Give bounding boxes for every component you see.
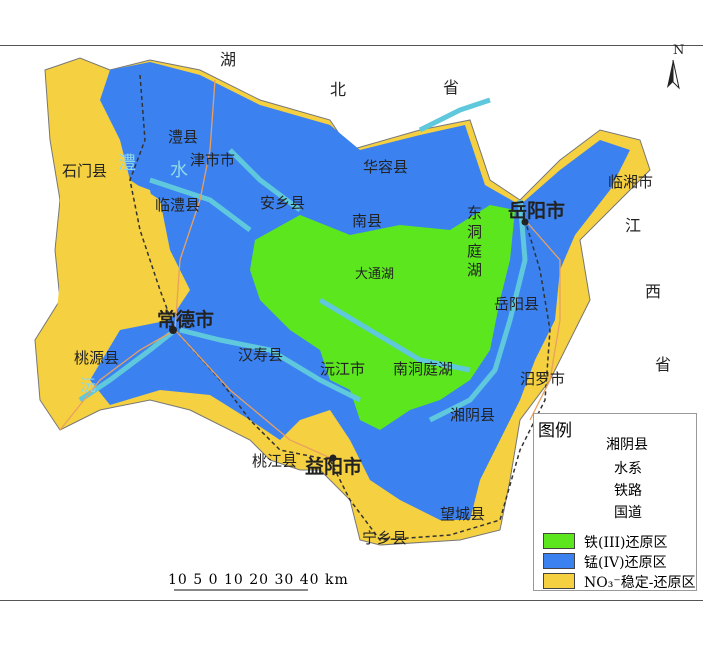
legend-item-county: 湘阴县 xyxy=(534,432,696,453)
iron-swatch xyxy=(543,533,575,549)
legend-label: 湘阴县 xyxy=(606,437,648,453)
water-system xyxy=(78,97,528,423)
city-markers xyxy=(169,218,529,462)
yiyang-marker xyxy=(329,454,337,462)
north-arrow-icon xyxy=(667,59,680,90)
manganese-swatch xyxy=(543,553,575,569)
hubei-label-1: 湖 xyxy=(220,50,237,69)
legend-label: 锰(IV)还原区 xyxy=(584,555,667,571)
hubei-label-3: 省 xyxy=(443,78,460,97)
place-dongting-south: 南洞庭湖 xyxy=(393,360,454,378)
legend-label: 铁路 xyxy=(614,483,642,499)
railway-line xyxy=(129,74,551,541)
place-yuanjiang: 沅江市 xyxy=(320,360,366,378)
legend-item-iron: 铁(III)还原区 xyxy=(534,530,696,551)
place-yueyang-county: 岳阳县 xyxy=(494,295,540,313)
hubei-label-2: 北 xyxy=(330,80,347,99)
nitrate-swatch xyxy=(543,573,575,589)
place-taoyuan: 桃源县 xyxy=(74,349,120,367)
place-changde: 常德市 xyxy=(157,309,215,331)
north-label: N xyxy=(673,43,685,58)
legend-label: 水系 xyxy=(614,461,642,477)
place-yiyang: 益阳市 xyxy=(305,456,363,478)
legend-item-road: 国道 xyxy=(534,500,696,521)
jiangxi-label-1: 江 xyxy=(625,216,642,235)
place-miluo: 汨罗市 xyxy=(520,370,566,388)
changde-marker xyxy=(169,326,177,334)
legend-item-manganese: 锰(IV)还原区 xyxy=(534,550,696,571)
frame-bottom xyxy=(0,600,703,601)
river-yuan-label: 沅 xyxy=(80,376,97,395)
place-yueyang: 岳阳市 xyxy=(508,200,566,222)
river-li-label: 澧 xyxy=(118,153,136,174)
jiangxi-label-3: 省 xyxy=(655,355,672,374)
legend-title: 图例 xyxy=(538,421,572,441)
legend-label: 国道 xyxy=(614,505,642,521)
place-ningxiang: 宁乡县 xyxy=(362,529,408,547)
legend-item-nitrate: NO₃⁻稳定-还原区 xyxy=(534,570,696,591)
place-xiangyin: 湘阴县 xyxy=(450,406,496,424)
river-shui-label: 水 xyxy=(170,160,188,181)
legend: 图例 湘阴县 水系 铁路 国道 铁(III)还原区 锰(IV)还原区 NO₃⁻稳… xyxy=(533,413,697,591)
place-huarong: 华容县 xyxy=(363,158,409,176)
iron-reduction-zone xyxy=(250,205,515,430)
place-linli: 临澧县 xyxy=(155,196,201,214)
scale-bar xyxy=(174,589,308,591)
legend-label: 铁(III)还原区 xyxy=(584,535,668,551)
place-lixian: 澧县 xyxy=(168,128,199,146)
yueyang-marker xyxy=(521,218,529,226)
place-anxiang: 安乡县 xyxy=(260,194,306,212)
scale-label: 10 5 0 10 20 30 40 km xyxy=(168,572,349,588)
frame-top xyxy=(0,45,703,46)
legend-item-railway: 铁路 xyxy=(534,478,696,499)
place-taojiang: 桃江县 xyxy=(252,452,298,470)
place-wangcheng: 望城县 xyxy=(440,505,486,523)
place-datong: 大通湖 xyxy=(355,267,395,282)
legend-label: NO₃⁻稳定-还原区 xyxy=(584,575,696,591)
place-hanshou: 汉寿县 xyxy=(238,346,284,364)
place-nanxian: 南县 xyxy=(352,212,383,230)
place-jinshi: 津市市 xyxy=(190,151,236,169)
place-shimen: 石门县 xyxy=(62,162,108,180)
jiangxi-label-2: 西 xyxy=(645,282,662,301)
legend-item-water: 水系 xyxy=(534,456,696,477)
place-linxiang: 临湘市 xyxy=(608,173,654,191)
place-dongting-east: 东洞庭湖 xyxy=(465,205,483,281)
